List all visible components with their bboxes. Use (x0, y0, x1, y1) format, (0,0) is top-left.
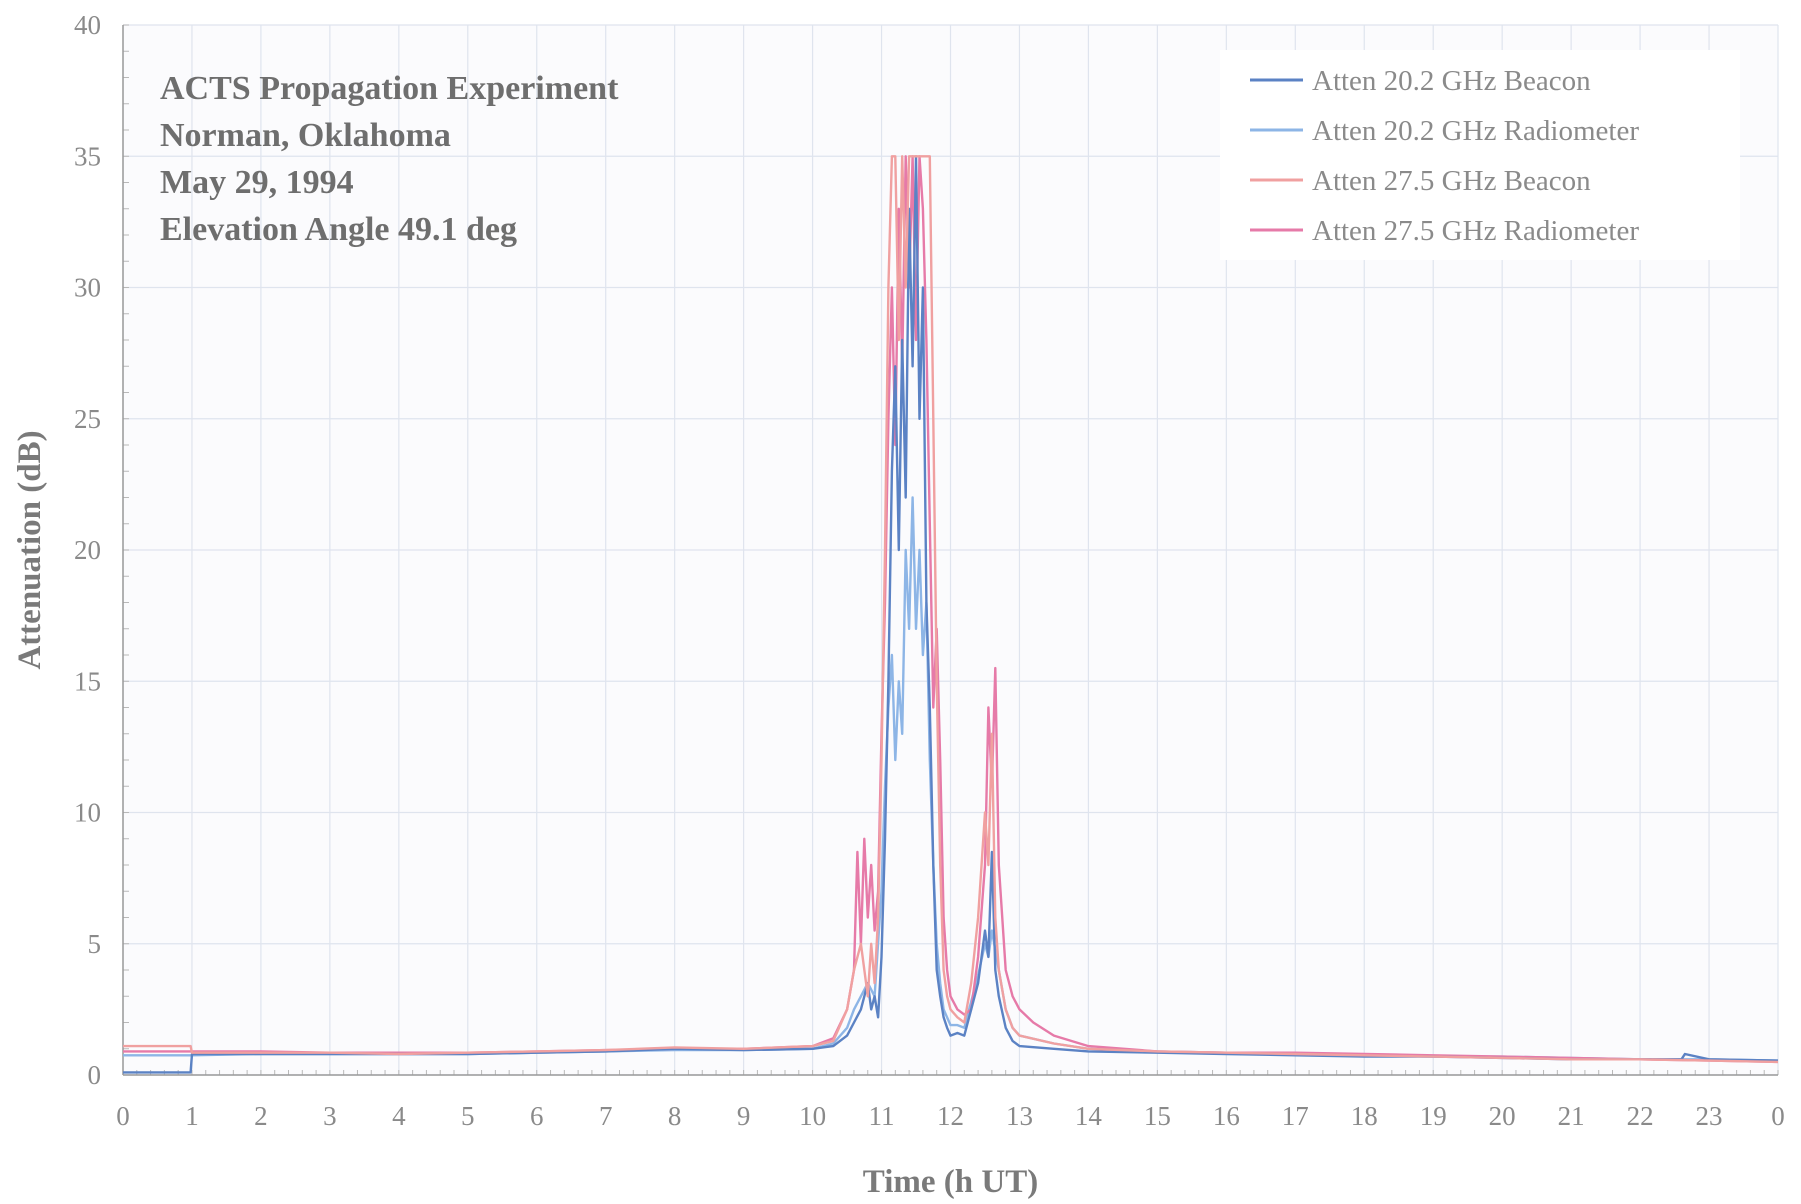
axes: 0 1 2 3 4 5 6 7 8 9 10 11 12 13 14 15 16 17 18 19 20 21 22 23 00… (74, 10, 1785, 1131)
x-tick-label: 2 (254, 1101, 268, 1131)
x-tick-label: 4 (392, 1101, 406, 1131)
x-tick-label: 22 (1627, 1101, 1654, 1131)
y-tick-label: 10 (74, 798, 101, 828)
legend-label: Atten 27.5 GHz Radiometer (1312, 215, 1639, 247)
title-line: Norman, Oklahoma (160, 117, 451, 154)
x-tick-label: 7 (599, 1101, 613, 1131)
title-line: ACTS Propagation Experiment (160, 70, 619, 107)
legend-label: Atten 20.2 GHz Radiometer (1312, 115, 1639, 147)
x-tick-label: 14 (1075, 1101, 1103, 1131)
x-tick-label: 6 (530, 1101, 544, 1131)
x-tick-label: 13 (1006, 1101, 1033, 1131)
y-tick-label: 30 (74, 273, 101, 303)
x-tick-label: 21 (1558, 1101, 1585, 1131)
chart-title: ACTS Propagation Experiment Norman, Oklah… (160, 70, 619, 248)
x-tick-label: 9 (737, 1101, 751, 1131)
x-tick-label: 19 (1420, 1101, 1447, 1131)
series-line-3 (123, 155, 1779, 1064)
y-tick-label: 5 (88, 929, 102, 959)
title-line: May 29, 1994 (160, 164, 354, 201)
y-tick-label: 0 (88, 1060, 102, 1090)
y-tick-label: 20 (74, 535, 101, 565)
x-tick-label: 23 (1696, 1101, 1723, 1131)
x-tick-label: 11 (869, 1101, 895, 1131)
x-tick-label: 16 (1213, 1101, 1240, 1131)
x-tick-label: 20 (1489, 1101, 1516, 1131)
x-tick-label: 0 (1771, 1101, 1785, 1131)
y-tick-label: 25 (74, 404, 101, 434)
series-lines (123, 155, 1779, 1074)
y-tick-label: 35 (74, 141, 101, 171)
x-tick-label: 3 (323, 1101, 337, 1131)
legend-label: Atten 27.5 GHz Beacon (1312, 165, 1591, 197)
x-tick-label: 17 (1282, 1101, 1309, 1131)
x-tick-label: 1 (185, 1101, 199, 1131)
x-tick-label: 5 (461, 1101, 475, 1131)
x-tick-label: 0 (116, 1101, 130, 1131)
x-tick-label: 15 (1144, 1101, 1171, 1131)
legend: Atten 20.2 GHz Beacon Atten 20.2 GHz Radi… (1220, 50, 1740, 260)
x-axis-label: Time (h UT) (863, 1164, 1038, 1199)
series-line-1 (123, 155, 1779, 1074)
x-tick-label: 10 (799, 1101, 826, 1131)
legend-label: Atten 20.2 GHz Beacon (1312, 65, 1591, 97)
y-tick-label: 15 (74, 666, 101, 696)
legend-box (1220, 50, 1740, 260)
y-axis-label: Attenuation (dB) (12, 430, 48, 669)
x-tick-label: 18 (1351, 1101, 1378, 1131)
y-tick-label: 40 (74, 10, 101, 40)
x-tick-label: 12 (937, 1101, 964, 1131)
x-tick-label: 8 (668, 1101, 682, 1131)
title-line: Elevation Angle 49.1 deg (160, 211, 517, 248)
